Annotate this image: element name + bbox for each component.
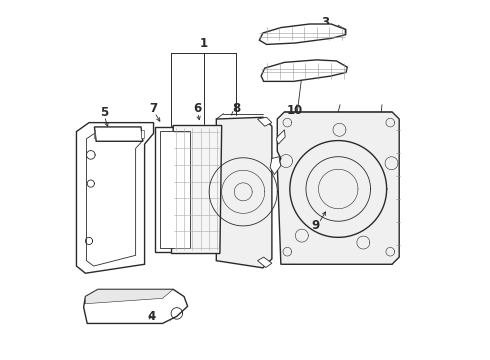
Polygon shape <box>94 130 95 138</box>
Polygon shape <box>87 132 143 266</box>
Text: 10: 10 <box>286 104 303 117</box>
Polygon shape <box>160 131 191 248</box>
Text: 3: 3 <box>321 16 330 29</box>
Text: 9: 9 <box>311 219 319 233</box>
Polygon shape <box>276 130 285 144</box>
Polygon shape <box>259 24 345 44</box>
Text: 7: 7 <box>149 102 158 115</box>
Text: 6: 6 <box>194 102 202 115</box>
Text: 8: 8 <box>232 102 240 115</box>
Text: 5: 5 <box>100 106 109 119</box>
Polygon shape <box>258 117 272 126</box>
Polygon shape <box>172 126 221 253</box>
Polygon shape <box>270 157 281 175</box>
Polygon shape <box>141 130 144 138</box>
Polygon shape <box>216 117 272 268</box>
Polygon shape <box>261 60 347 81</box>
Polygon shape <box>277 112 399 264</box>
Text: 2: 2 <box>115 159 123 172</box>
Polygon shape <box>155 127 195 252</box>
Polygon shape <box>76 123 153 273</box>
Polygon shape <box>85 289 173 304</box>
Polygon shape <box>258 257 272 267</box>
Text: 4: 4 <box>147 310 156 324</box>
Text: 1: 1 <box>200 37 208 50</box>
Polygon shape <box>84 289 188 323</box>
Polygon shape <box>95 127 143 141</box>
Polygon shape <box>338 25 346 35</box>
